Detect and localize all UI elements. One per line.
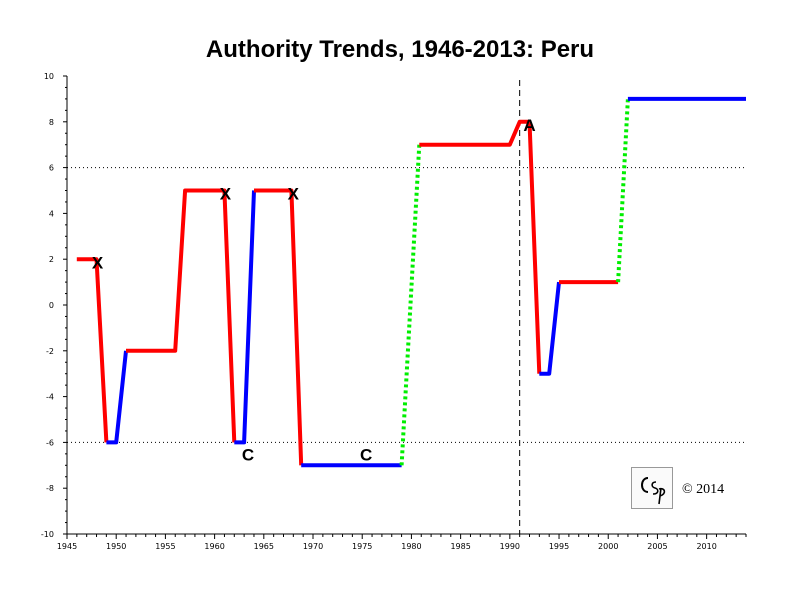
x-tick-label: 1980 (401, 542, 421, 551)
x-tick-label: 2000 (598, 542, 618, 551)
y-tick-label: 2 (49, 255, 54, 264)
x-tick-label: 1965 (254, 542, 274, 551)
series-segment-blue (106, 350, 128, 445)
annotation-label: X (92, 253, 104, 272)
series-segment-red (126, 188, 237, 443)
annotation-label: C (360, 446, 372, 465)
y-tick-label: -4 (46, 393, 54, 402)
y-tick-label: 10 (44, 72, 54, 81)
series-segment-red (419, 119, 542, 374)
x-tick-label: 1945 (57, 542, 77, 551)
x-tick-label: 1990 (500, 542, 520, 551)
chart-title: Authority Trends, 1946-2013: Peru (205, 36, 595, 63)
chart-series (76, 96, 746, 468)
y-tick-label: -2 (46, 347, 54, 356)
reference-lines (67, 80, 746, 534)
series-segment-red (254, 188, 304, 466)
x-tick-label: 1955 (155, 542, 175, 551)
annotation-label: A (523, 116, 535, 135)
x-tick-label: 1995 (549, 542, 569, 551)
csp-logo (631, 467, 673, 509)
y-tick-label: 8 (49, 118, 54, 127)
x-tick-label: 2005 (647, 542, 667, 551)
copyright-text: © 2014 (682, 482, 725, 497)
series-segment-green (399, 144, 422, 466)
csp-logo-icon (641, 477, 666, 505)
series-segment-blue (539, 281, 561, 376)
series-segment-blue (234, 190, 256, 445)
x-tick-label: 1985 (450, 542, 470, 551)
annotation-label: X (220, 185, 232, 204)
annotation-label: X (288, 185, 300, 204)
chart-annotations: X X X C C A (92, 116, 536, 465)
y-tick-label: 0 (49, 301, 54, 310)
x-tick-label: 1970 (303, 542, 323, 551)
x-tick-label: 1950 (106, 542, 126, 551)
y-tick-label: -6 (46, 438, 54, 447)
series-segment-green (616, 98, 630, 283)
y-tick-label: -10 (41, 530, 54, 539)
x-tick-label: 1960 (204, 542, 224, 551)
y-tick-label: 4 (49, 209, 54, 218)
x-tick-label: 2010 (696, 542, 716, 551)
annotation-label: C (242, 446, 254, 465)
series-segment-red (76, 257, 109, 443)
x-tick-label: 1975 (352, 542, 372, 551)
y-tick-label: 6 (49, 164, 54, 173)
y-tick-label: -8 (46, 484, 54, 493)
